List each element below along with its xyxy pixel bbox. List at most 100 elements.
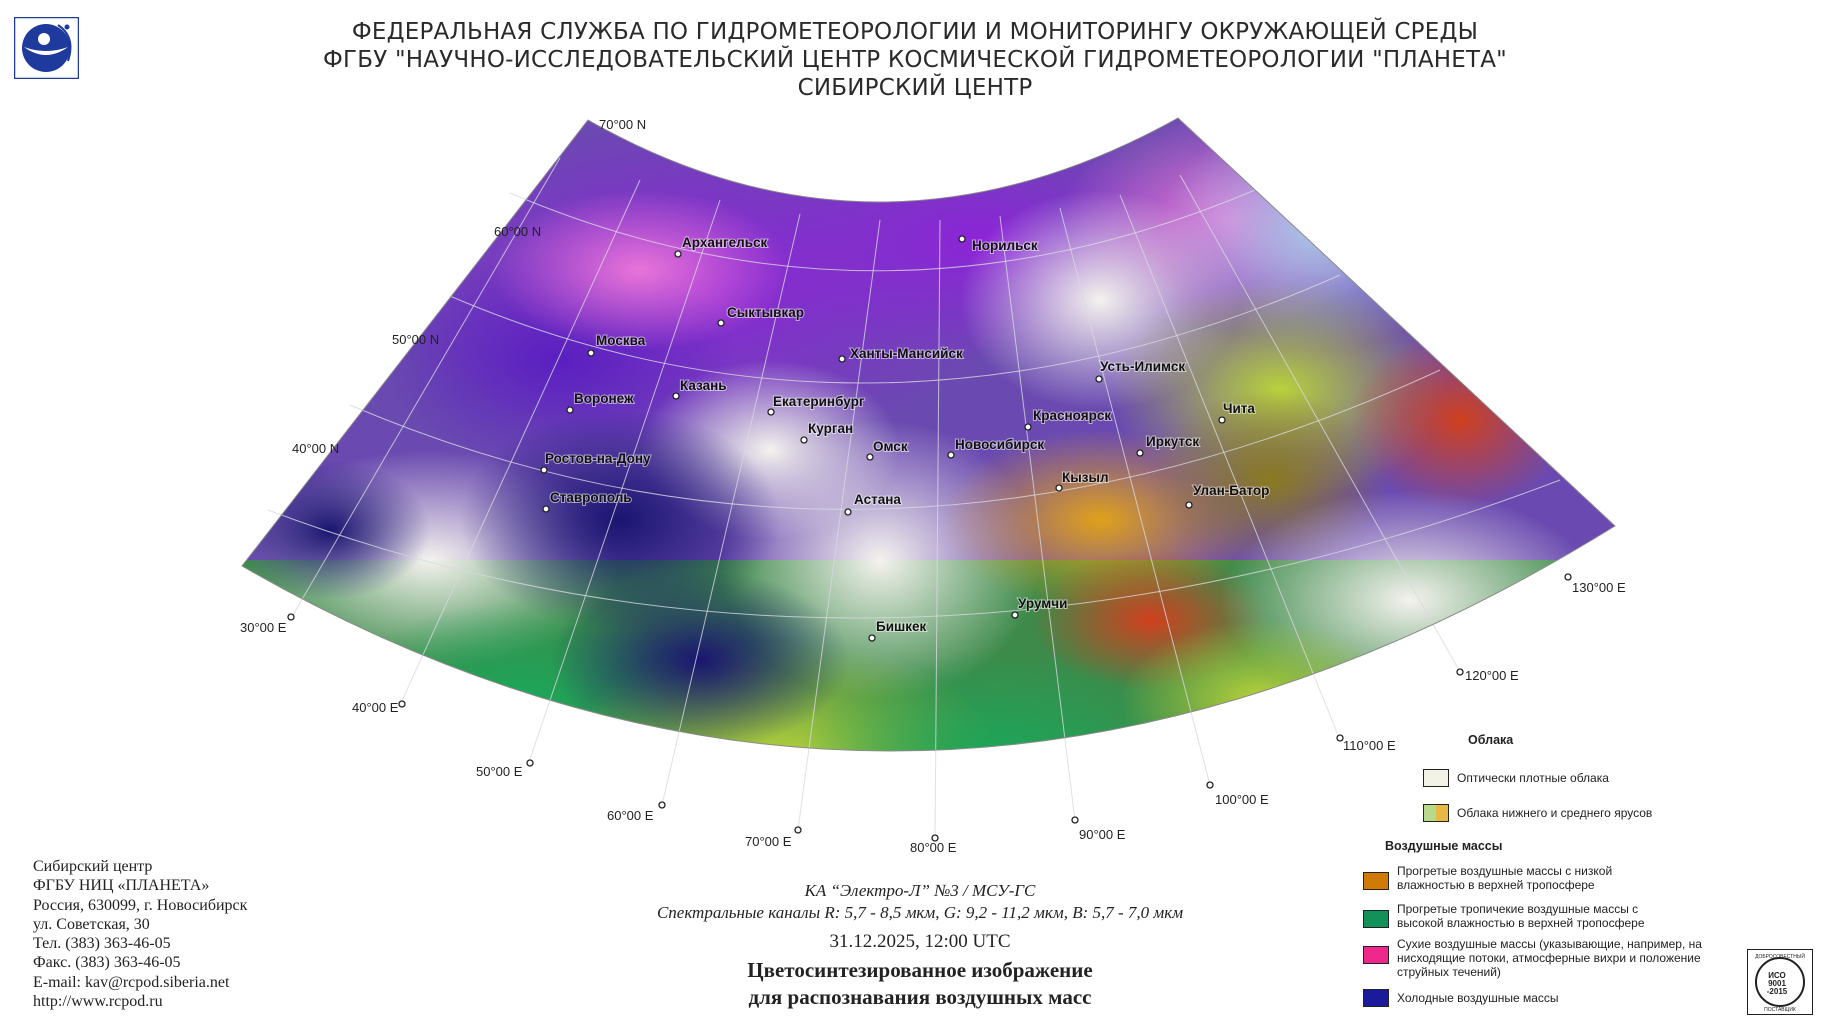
lon-label-60: 60°00 E	[607, 808, 654, 823]
lat-label-60: 60°00 N	[494, 224, 541, 239]
city-yekaterinburg: Екатеринбург	[773, 394, 865, 409]
org-website: http://www.rcpod.ru	[33, 993, 163, 1011]
planeta-logo	[14, 17, 79, 79]
city-kazan: Казань	[680, 378, 727, 393]
header-line-1: ФЕДЕРАЛЬНАЯ СЛУЖБА ПО ГИДРОМЕТЕОРОЛОГИИ …	[351, 19, 1479, 45]
lon-label-30: 30°00 E	[240, 620, 287, 635]
meridian-50	[527, 199, 721, 766]
city-khanty-mansiysk: Ханты-Мансийск	[850, 346, 963, 361]
parallel-40	[349, 369, 1441, 510]
city-bishkek: Бишкек	[876, 619, 927, 634]
meridian-40	[399, 179, 641, 706]
tick-90	[1071, 816, 1079, 824]
city-voronezh: Воронеж	[574, 391, 634, 406]
meridian-60	[661, 213, 801, 806]
caption-title-2: для распознавания воздушных масс	[748, 985, 1092, 1009]
meridian-70	[797, 219, 881, 831]
legend-item-warm-tropical: Прогретые тропичекие воздушные массы с в…	[1363, 902, 1755, 930]
caption-title-1: Цветосинтезированное изображение	[747, 958, 1093, 982]
city-krasnoyarsk: Красноярск	[1033, 408, 1111, 423]
city-ulaanbaatar: Улан-Батор	[1193, 483, 1269, 498]
city-syktyvkar: Сыктывкар	[727, 305, 804, 320]
lon-label-80: 80°00 E	[910, 840, 957, 855]
lat-label-70: 70°00 N	[599, 117, 646, 132]
org-phone: Тел. (383) 363-46-05	[33, 935, 171, 953]
swatch-dry-masses	[1363, 946, 1389, 964]
lon-label-90: 90°00 E	[1079, 827, 1126, 842]
lat-label-50: 50°00 N	[392, 332, 439, 347]
meridian-30	[289, 157, 561, 621]
tick-40	[398, 700, 406, 708]
city-rostov-on-don: Ростов-на-Дону	[545, 451, 651, 466]
legend-item-warm-low-humidity: Прогретые воздушные массы с низкой влажн…	[1363, 864, 1755, 892]
tick-100	[1206, 781, 1214, 789]
org-fax: Факс. (383) 363-46-05	[33, 954, 181, 972]
org-email: E-mail: kav@rcpod.siberia.net	[33, 973, 230, 991]
swatch-low-mid-clouds	[1423, 804, 1449, 822]
org-address-street: ул. Советская, 30	[33, 915, 150, 933]
iso-certification-badge: ДОБРОСОВЕСТНЫЙ ИСО 9001 -2015 ПОСТАВЩИК	[1747, 949, 1813, 1015]
legend-air-masses-title: Воздушные массы	[1385, 839, 1503, 853]
legend-label-low-mid-clouds: Облака нижнего и среднего ярусов	[1457, 806, 1653, 820]
svg-text:9001: 9001	[1768, 979, 1786, 988]
legend-label-warm-low-humidity: Прогретые воздушные массы с низкой влажн…	[1397, 864, 1613, 892]
tick-80	[931, 834, 939, 842]
lon-ticks	[287, 573, 1572, 842]
city-markers	[540, 235, 1226, 642]
svg-text:ИСО: ИСО	[1768, 971, 1786, 980]
city-omsk: Омск	[873, 439, 908, 454]
meridian-100	[1059, 207, 1211, 786]
org-name: Сибирский центр	[33, 858, 153, 875]
city-kyzyl: Кызыл	[1062, 470, 1109, 485]
lon-label-40: 40°00 E	[352, 700, 399, 715]
city-moscow: Москва	[596, 333, 646, 348]
city-novosibirsk: Новосибирск	[955, 437, 1044, 452]
swatch-cold-masses	[1363, 989, 1389, 1007]
header-line-2: ФГБУ "НАУЧНО-ИССЛЕДОВАТЕЛЬСКИЙ ЦЕНТР КОС…	[323, 47, 1507, 73]
lon-label-100: 100°00 E	[1215, 792, 1269, 807]
parallel-30	[267, 479, 1561, 619]
map-frame	[241, 117, 1616, 752]
header-line-3: СИБИРСКИЙ ЦЕНТР	[797, 75, 1033, 101]
city-irkutsk: Иркутск	[1146, 434, 1199, 449]
meridian-110	[1119, 194, 1341, 741]
legend-label-cold-masses: Холодные воздушные массы	[1397, 991, 1559, 1005]
swatch-warm-low-humidity	[1363, 872, 1389, 890]
city-kurgan: Курган	[808, 421, 853, 436]
graticule	[267, 157, 1561, 841]
tick-30	[287, 613, 295, 621]
tick-120	[1456, 668, 1464, 676]
legend-label-dry-masses: Сухие воздушные массы (указывающие, напр…	[1397, 937, 1702, 979]
meridian-120	[1179, 174, 1461, 673]
svg-text:ДОБРОСОВЕСТНЫЙ: ДОБРОСОВЕСТНЫЙ	[1755, 952, 1805, 960]
image-caption: КА “Электро-Л” №3 / МСУ-ГС Спектральные …	[560, 880, 1280, 1009]
tick-50	[526, 759, 534, 767]
org-institute: ФГБУ НИЦ «ПЛАНЕТА»	[33, 877, 210, 895]
legend-item-dense-clouds: Оптически плотные облака	[1423, 769, 1609, 787]
city-stavropol: Ставрополь	[550, 490, 632, 505]
legend-clouds-title: Облака	[1468, 733, 1514, 747]
legend-item-dry-masses: Сухие воздушные массы (указывающие, напр…	[1363, 937, 1755, 979]
meridian-90	[999, 215, 1076, 821]
tick-130	[1564, 573, 1572, 581]
swatch-warm-tropical	[1363, 910, 1389, 928]
lon-label-50: 50°00 E	[476, 764, 523, 779]
lon-label-70: 70°00 E	[745, 834, 792, 849]
caption-channels: Спектральные каналы R: 5,7 - 8,5 мкм, G:…	[656, 903, 1184, 922]
swatch-dense-clouds	[1423, 769, 1449, 787]
caption-datetime: 31.12.2025, 12:00 UTC	[829, 931, 1011, 952]
city-norilsk: Норильск	[972, 238, 1038, 253]
parallel-50	[449, 274, 1341, 384]
legend-label-dense-clouds: Оптически плотные облака	[1457, 771, 1609, 785]
city-chita: Чита	[1223, 401, 1255, 416]
lon-label-110: 110°00 E	[1343, 738, 1396, 753]
legend-item-low-mid-clouds: Облака нижнего и среднего ярусов	[1423, 804, 1652, 822]
tick-60	[658, 801, 666, 809]
organization-contacts: Сибирский центр ФГБУ НИЦ «ПЛАНЕТА» Росси…	[33, 857, 247, 1011]
city-urumqi: Урумчи	[1018, 596, 1067, 611]
lon-label-120: 120°00 E	[1465, 668, 1519, 683]
legend-item-cold-masses: Холодные воздушные массы	[1363, 989, 1755, 1007]
lat-label-40: 40°00 N	[292, 441, 339, 456]
org-address-city: Россия, 630099, г. Новосибирск	[33, 896, 248, 914]
